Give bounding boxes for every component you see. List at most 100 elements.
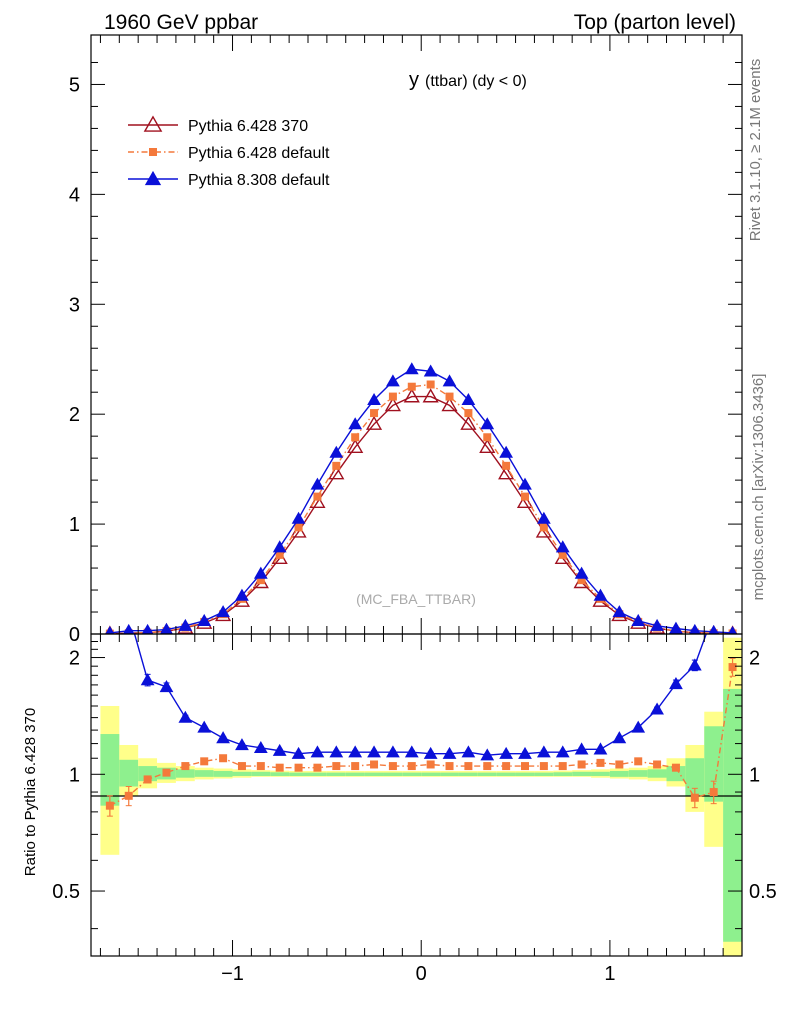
uncertainty-band-inner bbox=[458, 772, 478, 776]
ratio-point bbox=[291, 746, 306, 759]
legend-label: Pythia 6.428 default bbox=[188, 145, 330, 162]
data-point bbox=[423, 364, 438, 377]
series-line bbox=[109, 395, 733, 634]
data-point bbox=[612, 605, 627, 618]
data-point bbox=[313, 492, 322, 501]
data-point bbox=[480, 417, 495, 430]
plot-title-main: y bbox=[409, 69, 419, 91]
ratio-point bbox=[634, 757, 643, 766]
data-point bbox=[253, 566, 268, 579]
ratio-point bbox=[461, 745, 476, 758]
data-point bbox=[631, 613, 646, 626]
uncertainty-band-inner bbox=[440, 772, 459, 776]
ratio-point bbox=[404, 745, 419, 758]
ratio-point bbox=[388, 762, 397, 771]
ratio-point bbox=[235, 738, 249, 751]
ratio-y-axis-label: Ratio to Pythia 6.428 370 bbox=[22, 708, 39, 876]
ratio-point bbox=[707, 606, 721, 618]
ratio-point bbox=[237, 762, 246, 771]
ratio-point bbox=[574, 742, 589, 755]
data-point bbox=[105, 626, 115, 634]
ratio-point bbox=[407, 762, 416, 771]
data-point bbox=[235, 588, 249, 601]
ratio-point bbox=[669, 677, 683, 690]
ratio-point bbox=[709, 788, 718, 797]
data-point bbox=[708, 624, 719, 634]
y-tick-label: 2 bbox=[69, 404, 80, 426]
data-point bbox=[464, 409, 473, 418]
ratio-point bbox=[480, 748, 495, 761]
data-point bbox=[275, 550, 284, 559]
uncertainty-band-inner bbox=[515, 772, 535, 776]
data-point bbox=[332, 461, 341, 470]
legend: Pythia 6.428 370 Pythia 6.428 default Pyth… bbox=[128, 115, 330, 189]
data-point bbox=[426, 380, 435, 389]
data-point bbox=[650, 618, 664, 631]
ratio-y-tick-label-right: 2 bbox=[749, 648, 760, 670]
data-point bbox=[384, 397, 401, 412]
x-tick-label: −1 bbox=[221, 963, 244, 985]
data-point bbox=[256, 576, 265, 585]
ratio-line bbox=[133, 634, 707, 756]
ratio-point bbox=[122, 606, 136, 618]
data-point bbox=[574, 566, 589, 579]
data-point bbox=[272, 540, 287, 553]
uncertainty-band-inner bbox=[402, 772, 422, 776]
data-point bbox=[407, 382, 416, 391]
data-point bbox=[499, 445, 514, 458]
ratio-frame bbox=[90, 633, 743, 957]
ratio-point bbox=[671, 763, 680, 772]
data-point bbox=[442, 374, 457, 387]
data-point bbox=[367, 393, 381, 406]
ratio-point bbox=[329, 745, 344, 758]
ratio-y-tick-label: 1 bbox=[69, 764, 80, 786]
legend-marker bbox=[144, 170, 162, 186]
data-point bbox=[516, 493, 534, 508]
data-point bbox=[403, 388, 420, 403]
ratio-panel: 0.5 0.5 1 1 2 2 −1 0 1 Ratio to Pythia 6.428 370 bbox=[22, 572, 777, 985]
uncertainty-band-inner bbox=[628, 770, 648, 777]
uncertainty-band-inner bbox=[175, 769, 195, 778]
ratio-point bbox=[197, 720, 212, 733]
ratio-y-tick-label-right: 1 bbox=[749, 764, 760, 786]
data-point bbox=[348, 417, 363, 430]
y-tick-label: 4 bbox=[69, 184, 80, 206]
data-point bbox=[479, 438, 496, 454]
uncertainty-band-inner bbox=[421, 772, 441, 776]
ratio-point bbox=[615, 760, 624, 769]
data-point bbox=[539, 523, 548, 532]
data-point bbox=[728, 626, 738, 634]
ratio-point bbox=[367, 745, 381, 758]
ratio-point bbox=[159, 680, 174, 693]
rivet-version-label: Rivet 3.1.10, ≥ 2.1M events bbox=[747, 59, 764, 242]
ratio-point bbox=[216, 731, 230, 744]
analysis-watermark: (MC_FBA_TTBAR) bbox=[356, 591, 476, 607]
ratio-point bbox=[143, 775, 152, 784]
data-point bbox=[328, 465, 345, 480]
header-process-label: Top (parton level) bbox=[574, 11, 736, 34]
ratio-point bbox=[653, 760, 662, 769]
ratio-point bbox=[502, 762, 511, 771]
data-point bbox=[365, 415, 383, 430]
uncertainty-band-inner bbox=[723, 688, 742, 942]
ratio-point bbox=[103, 572, 117, 584]
uncertainty-band-inner bbox=[534, 772, 554, 776]
main-panel: y (ttbar) (dy < 0) (MC_FBA_TTBAR) 0 1 2 3 4 5… bbox=[69, 35, 743, 646]
uncertainty-band-inner bbox=[194, 770, 214, 777]
ratio-point bbox=[728, 663, 737, 672]
ratio-point bbox=[445, 762, 454, 771]
series-line bbox=[109, 368, 733, 634]
y-tick-label: 3 bbox=[69, 294, 80, 316]
data-point bbox=[216, 605, 230, 618]
ratio-point bbox=[332, 762, 341, 771]
ratio-point bbox=[370, 760, 379, 769]
ratio-point bbox=[423, 746, 438, 759]
data-point bbox=[441, 397, 458, 412]
data-point bbox=[310, 477, 325, 490]
uncertainty-band-inner bbox=[666, 766, 686, 782]
legend-marker bbox=[149, 148, 157, 156]
uncertainty-band-inner bbox=[138, 766, 158, 782]
data-point bbox=[329, 445, 344, 458]
data-point bbox=[370, 409, 379, 418]
ratio-point bbox=[313, 763, 322, 772]
